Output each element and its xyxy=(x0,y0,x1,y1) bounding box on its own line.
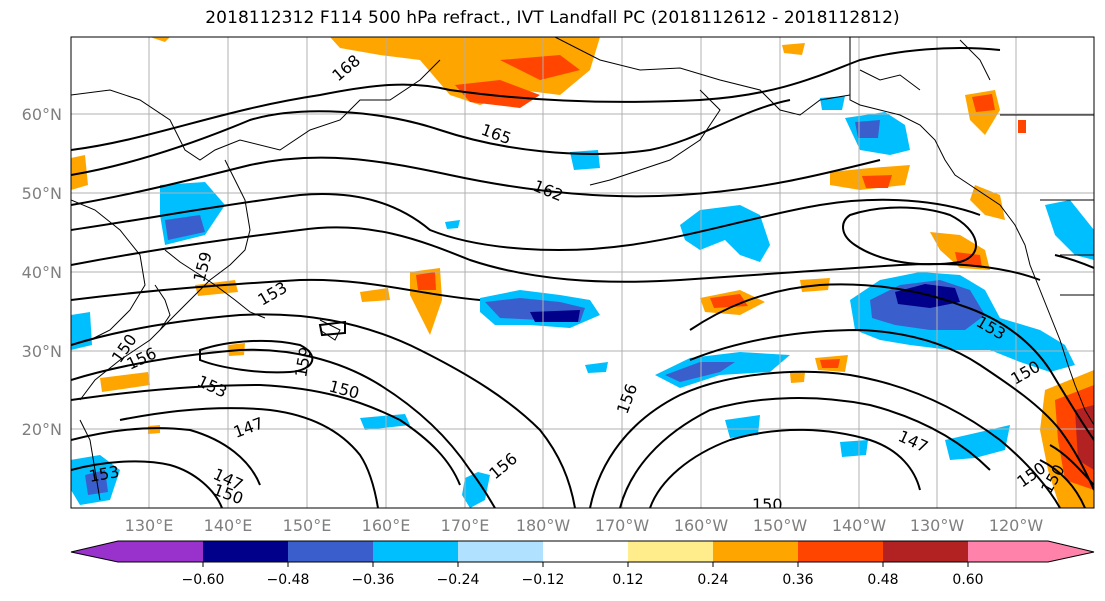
lat-label: 40°N xyxy=(22,263,62,282)
lat-label: 30°N xyxy=(22,342,62,361)
colorbar-outline xyxy=(70,540,1095,563)
lon-label: 160°W xyxy=(674,516,729,535)
colorbar-tick-label: 0.36 xyxy=(782,572,813,588)
negative-anomaly-patch xyxy=(820,96,845,110)
lon-label: 150°W xyxy=(753,516,808,535)
negative-anomaly-patch xyxy=(665,362,735,382)
positive-anomaly-patch xyxy=(100,372,150,392)
lon-label: 170°E xyxy=(441,516,490,535)
plot-frame xyxy=(70,36,1095,509)
colorbar-tick-label: −0.12 xyxy=(522,572,565,588)
colorbar-tick-label: −0.24 xyxy=(437,572,480,588)
map-title: 2018112312 F114 500 hPa refract., IVT La… xyxy=(205,8,900,28)
negative-anomaly-patch xyxy=(530,310,580,322)
negative-anomaly-patch xyxy=(840,440,868,457)
positive-anomaly-patch xyxy=(970,185,1005,220)
lat-label: 60°N xyxy=(22,105,62,124)
colorbar-tick-label: 0.48 xyxy=(867,572,898,588)
negative-anomaly-patch xyxy=(945,425,1010,460)
lon-label: 140°E xyxy=(204,516,253,535)
negative-anomaly-patch xyxy=(855,120,880,138)
shaded-anomalies xyxy=(71,37,1094,508)
lon-label: 130°W xyxy=(910,516,965,535)
colorbar-swatch xyxy=(543,541,628,562)
colorbar-tick-label: 0.60 xyxy=(952,572,983,588)
height-contours xyxy=(71,47,1094,508)
colorbar-swatch xyxy=(203,541,288,562)
longitude-labels: 130°E 140°E 150°E 160°E 170°E 180°W 170°… xyxy=(125,516,1044,535)
contour-label: 150 xyxy=(752,495,783,514)
positive-anomaly-patch xyxy=(500,55,580,80)
colorbar-swatch xyxy=(628,541,713,562)
negative-anomaly-patch xyxy=(445,220,460,229)
colorbar-swatch xyxy=(288,541,373,562)
colorbar-tick-label: 0.12 xyxy=(612,572,643,588)
colorbar-swatch xyxy=(883,541,968,562)
colorbar-tick-label: 0.24 xyxy=(697,572,728,588)
colorbar-swatch xyxy=(118,541,203,562)
lat-label: 20°N xyxy=(22,420,62,439)
positive-anomaly-patch xyxy=(782,43,805,55)
lat-label: 50°N xyxy=(22,184,62,203)
lon-label: 140°W xyxy=(832,516,887,535)
graticule xyxy=(71,37,1094,508)
negative-anomaly-patch xyxy=(895,284,960,308)
positive-anomaly-patch xyxy=(862,175,892,188)
negative-anomaly-patch xyxy=(570,150,600,170)
colorbar: −0.60 −0.48 −0.36 −0.24 −0.12 0.12 0.24 … xyxy=(70,540,1095,588)
positive-anomaly-patch xyxy=(820,359,840,368)
colorbar-tick-label: −0.36 xyxy=(352,572,395,588)
positive-anomaly-patch xyxy=(790,372,805,383)
colorbar-swatch xyxy=(1048,541,1094,562)
negative-anomaly-patch xyxy=(1045,200,1094,260)
colorbar-tick-label: −0.60 xyxy=(182,572,225,588)
coastlines xyxy=(71,37,1094,501)
positive-anomaly-patch xyxy=(360,288,390,302)
negative-anomaly-patch xyxy=(462,472,490,508)
negative-anomaly-patch xyxy=(680,205,770,262)
negative-anomaly-patch xyxy=(85,470,108,495)
colorbar-swatch xyxy=(713,541,798,562)
colorbar-swatch xyxy=(373,541,458,562)
positive-anomaly-patch xyxy=(1075,405,1094,470)
negative-anomaly-patch xyxy=(585,362,608,373)
positive-anomaly-patch xyxy=(1018,120,1026,133)
lon-label: 150°E xyxy=(283,516,332,535)
negative-anomaly-patch xyxy=(725,415,760,438)
positive-anomaly-patch xyxy=(416,272,436,290)
colorbar-swatch xyxy=(458,541,543,562)
latitude-labels: 20°N 30°N 40°N 50°N 60°N xyxy=(22,105,62,439)
colorbar-swatch xyxy=(968,541,1048,562)
lon-label: 120°W xyxy=(989,516,1044,535)
positive-anomaly-patch xyxy=(972,94,995,112)
lon-label: 170°W xyxy=(595,516,650,535)
colorbar-ticks xyxy=(202,562,969,567)
lon-label: 180°W xyxy=(516,516,571,535)
colorbar-swatch xyxy=(71,541,118,562)
colorbar-swatch xyxy=(798,541,883,562)
colorbar-tick-label: −0.48 xyxy=(267,572,310,588)
lon-label: 160°E xyxy=(362,516,411,535)
positive-anomaly-patch xyxy=(455,80,540,108)
lon-label: 130°E xyxy=(125,516,174,535)
negative-anomaly-patch xyxy=(165,215,205,240)
positive-anomaly-patch xyxy=(150,37,170,42)
